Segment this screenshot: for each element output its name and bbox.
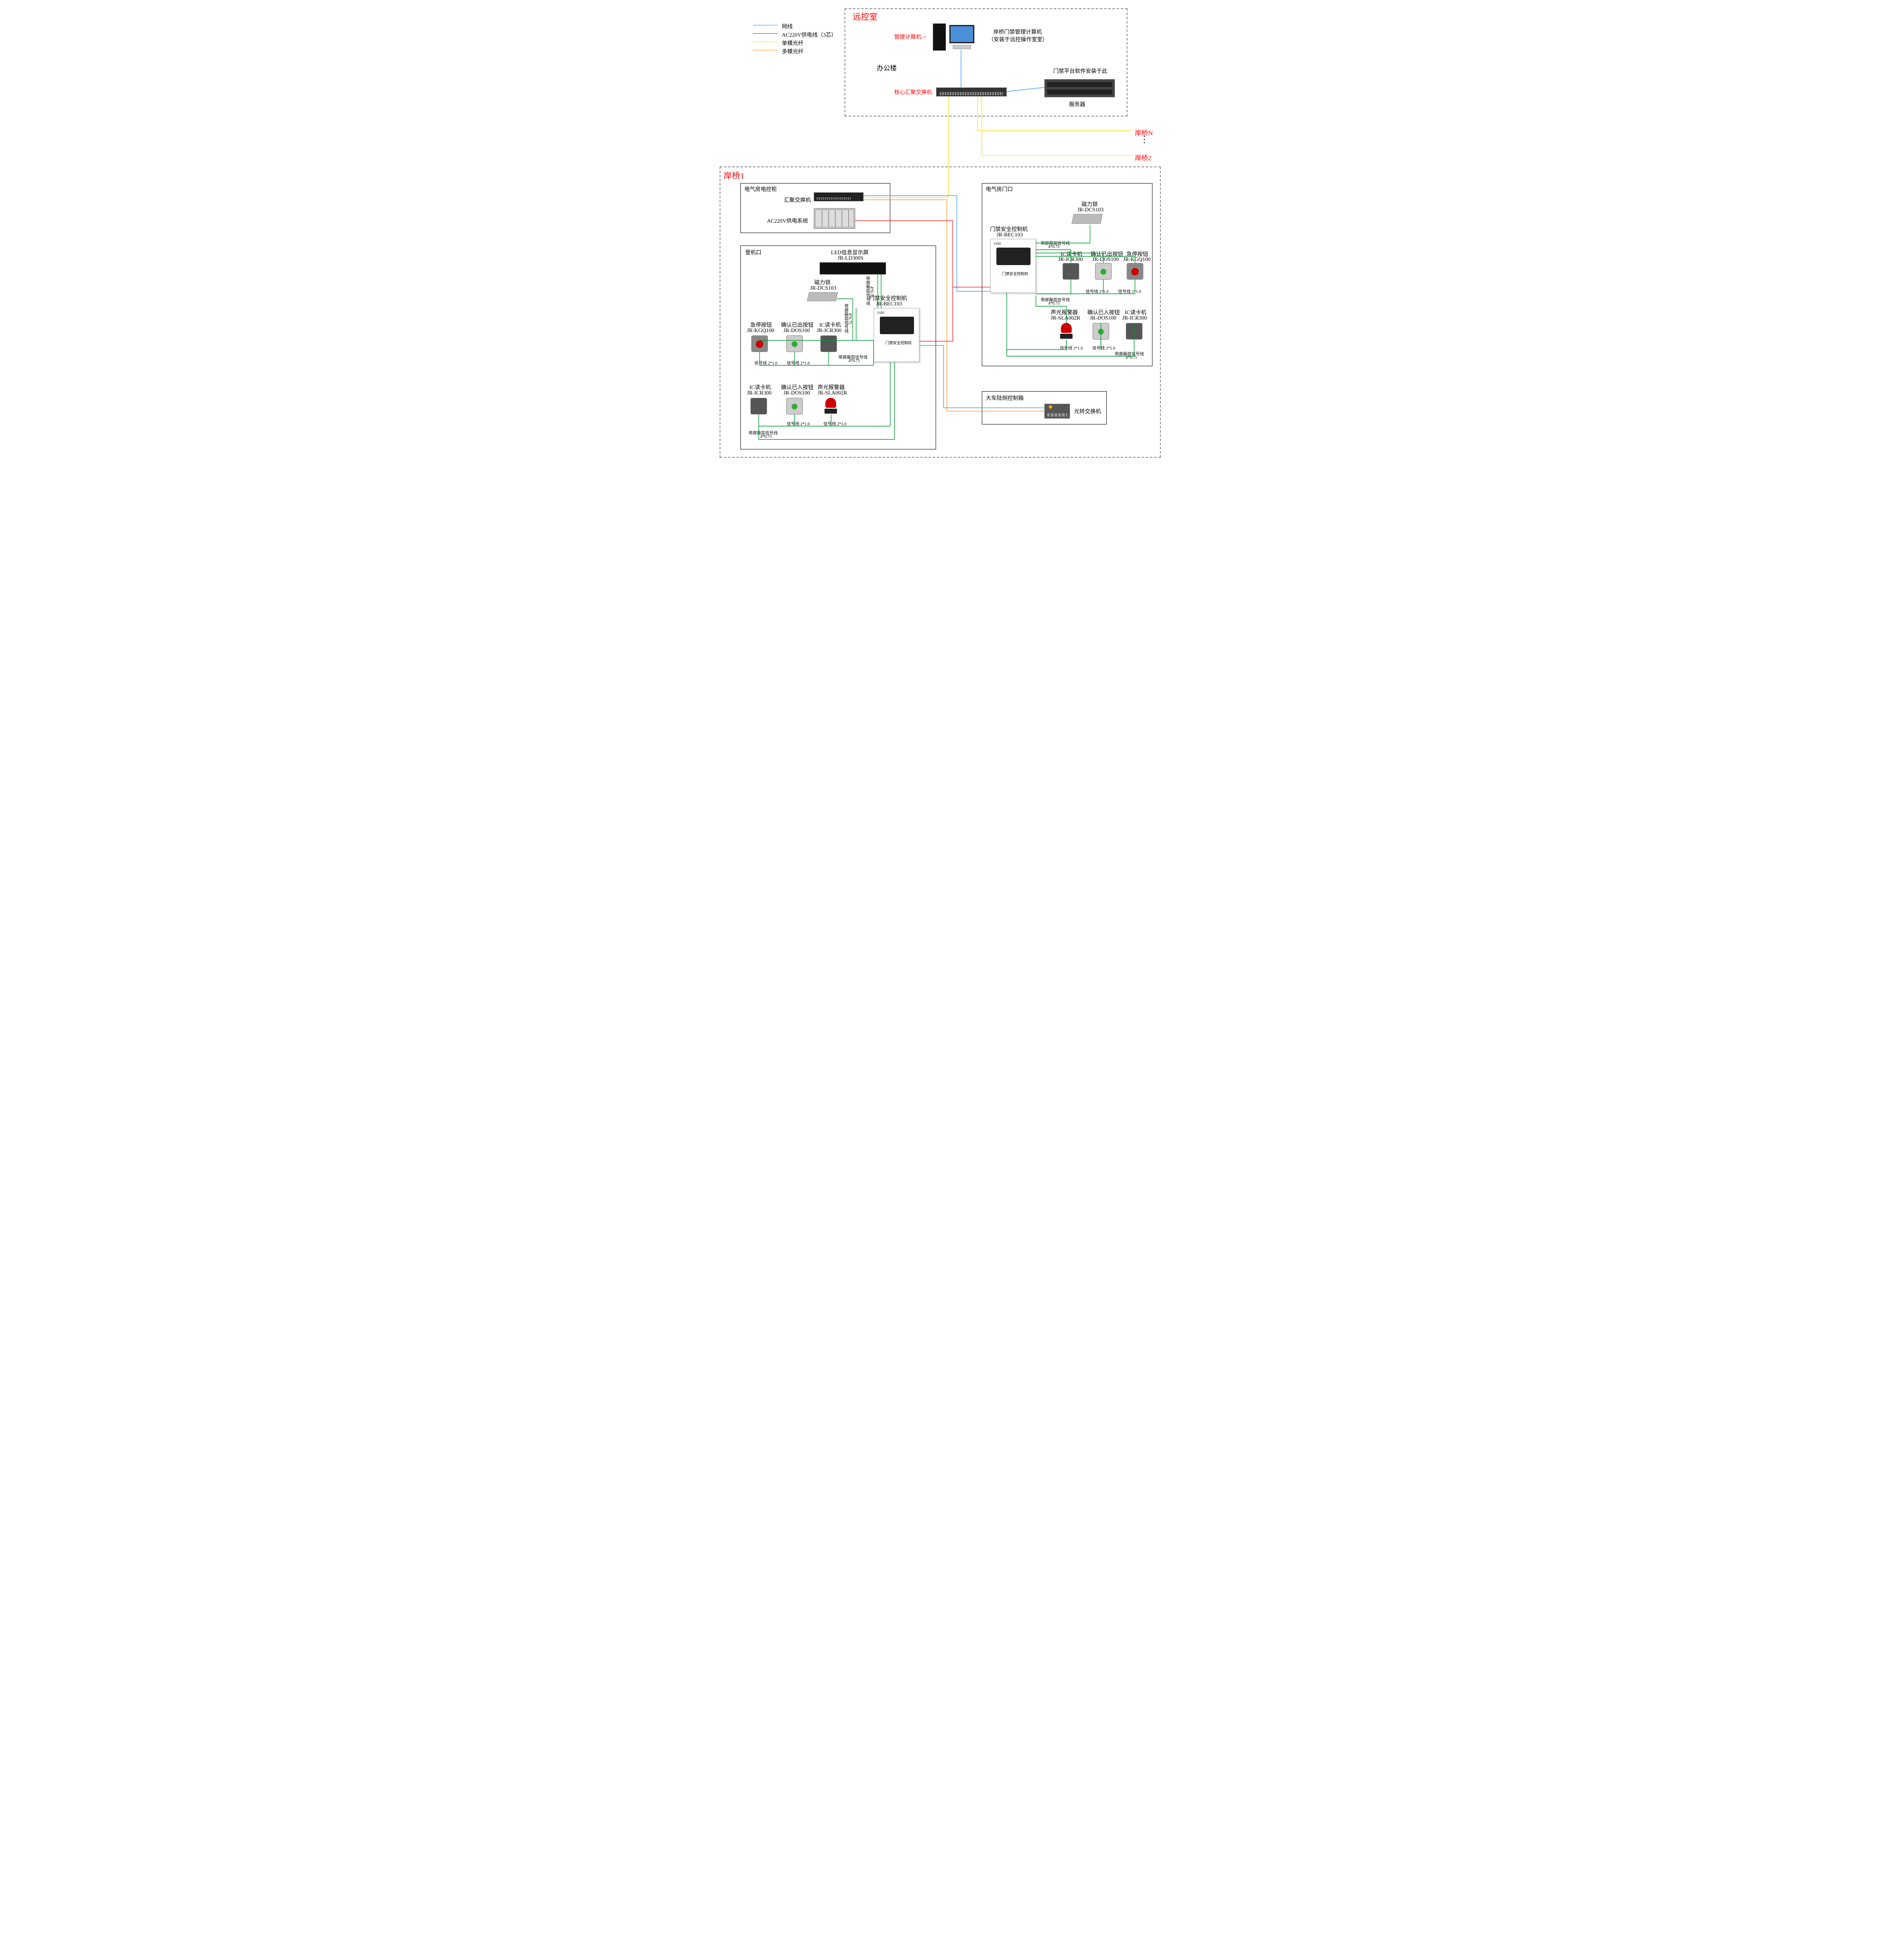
bg-controller-icon: JARI 门禁安全控制机 [874, 308, 919, 362]
diagram-canvas: 网线 AC220V供电线（3芯） 单模光纤 多模光纤 远控室 办公楼 管理计算机… [715, 0, 1165, 466]
agg-switch-label: 汇聚交换机 [778, 196, 811, 203]
bg-cout-l2: JR-DOS100 [784, 327, 810, 334]
pc-monitor-icon [949, 25, 974, 43]
bg-cout-icon [786, 335, 803, 352]
ed-estop-icon [1127, 263, 1143, 280]
bg-sig-b3: 信号线 2*1.0 [787, 420, 810, 427]
access-pc-l2: （安装于远控操作室室） [988, 35, 1048, 43]
ed-icr-icon [1063, 263, 1079, 280]
ed-maglock-l2: JR-DCS103 [1078, 206, 1104, 213]
legend-label-multi: 多模光纤 [782, 47, 804, 55]
bg-led-l2: JR-LD300S [838, 255, 864, 261]
ed-controller-l2: JR-BEC103 [997, 231, 1023, 238]
ed-controller-icon: JARI 门禁安全控制机 [990, 239, 1036, 293]
bridge-2-title: 岸桥2 [1135, 152, 1152, 162]
software-label: 门禁平台软件安装于此 [1053, 67, 1108, 74]
ed-sig-b4: 信号线 2*1.0 [1093, 345, 1115, 351]
ed-cin-icon [1093, 323, 1109, 340]
ed-alarm-l2: JR-SLA002R [1051, 315, 1080, 321]
bg-estop-icon [751, 335, 768, 352]
land-switch-label: 光转交换机 [1074, 407, 1101, 415]
legend-label-single: 单模光纤 [782, 39, 804, 47]
dots-icon: ⋮ [1140, 137, 1149, 141]
server-label: 服务器 [1069, 100, 1085, 108]
bg-sig-ledline2: 4*0.75 [869, 286, 874, 298]
land-switch-icon [1044, 404, 1070, 419]
bg-icr2-l2: JR-ICR300 [747, 390, 772, 396]
bg-icr-l2: JR-ICR300 [817, 327, 842, 334]
ed-icr2-icon [1126, 323, 1142, 340]
agg-switch-icon [814, 192, 864, 201]
bg-alarm-icon [825, 398, 837, 414]
zone-control-room-title: 远控室 [853, 10, 878, 22]
ed-sig-b2: 信号线 2*1.0 [1118, 288, 1141, 294]
bg-sig-mag2: 4*0.75 [848, 313, 852, 325]
ed-sig-b3: 信号线 2*1.0 [1060, 345, 1083, 351]
bg-sig-b4: 信号线 2*1.0 [824, 420, 847, 427]
bg-sig-a3b: 4*0.75 [849, 359, 860, 363]
ed-sig-a1b: 4*0.75 [1048, 245, 1060, 249]
ed-cin-l2: JR-DOS100 [1090, 315, 1117, 321]
ed-sig-a3b: 4*0.75 [1126, 355, 1137, 360]
bg-maglock-l2: JR-DCS103 [810, 285, 837, 291]
ed-alarm-icon [1060, 323, 1073, 340]
cabinet-title: 电气房电控柜 [745, 185, 777, 193]
bg-estop-l2: JR-KGQ100 [747, 327, 775, 334]
bg-alarm-l2: JR-SLA002R [818, 390, 847, 396]
ed-icr-l2: JR-ICR300 [1058, 256, 1083, 263]
switch-ports-icon [940, 92, 1003, 95]
ed-estop-l2: JR-KGQ100 [1123, 256, 1151, 263]
mgmt-pc-label: 管理计算机-> [894, 32, 926, 40]
core-switch-icon [936, 87, 1007, 97]
bg-icr-icon [820, 335, 837, 352]
access-pc-l1: 岸桥门禁管理计算机 [993, 27, 1042, 35]
bg-cin-l2: JR-DOS100 [784, 390, 810, 396]
bg-sig-a4b: 4*0.75 [760, 434, 772, 439]
bg-sig-b2: 信号线 2*1.0 [787, 360, 810, 366]
ed-icr2-l2: JR-ICR300 [1123, 315, 1147, 321]
bg-led-icon [820, 262, 886, 275]
elec-door-title: 电气房门口 [986, 185, 1013, 193]
land-title: 大车陆侧控制箱 [986, 394, 1024, 402]
ed-maglock-icon [1071, 214, 1103, 224]
bg-sig-b1: 信号线 2*1.0 [755, 360, 777, 366]
ed-sig-a2b: 4*0.75 [1048, 301, 1060, 306]
bg-controller-l2: JR-BEC103 [876, 300, 902, 307]
ed-cout-icon [1095, 263, 1112, 280]
power-supply-label: AC220V供电系统 [767, 216, 808, 224]
boarding-title: 登机口 [745, 248, 762, 256]
legend-label-net: 网线 [782, 22, 793, 30]
zone-bridge1-title: 岸桥1 [724, 169, 745, 181]
bg-icr2-icon [750, 398, 767, 414]
ed-sig-b1: 信号线 2*1.0 [1086, 288, 1109, 294]
bg-cin-icon [786, 398, 803, 414]
bg-maglock-icon [807, 292, 838, 301]
pc-keyboard-icon [953, 45, 971, 49]
power-supply-icon [814, 208, 855, 229]
legend-line-power [753, 33, 778, 34]
core-switch-label: 核心汇聚交换机 [894, 88, 932, 96]
office-title: 办公楼 [877, 62, 897, 72]
legend-label-power: AC220V供电线（3芯） [782, 30, 837, 38]
server-icon [1044, 79, 1115, 97]
pc-tower-icon [933, 23, 946, 51]
ed-cout-l2: JR-DOS100 [1093, 256, 1119, 263]
